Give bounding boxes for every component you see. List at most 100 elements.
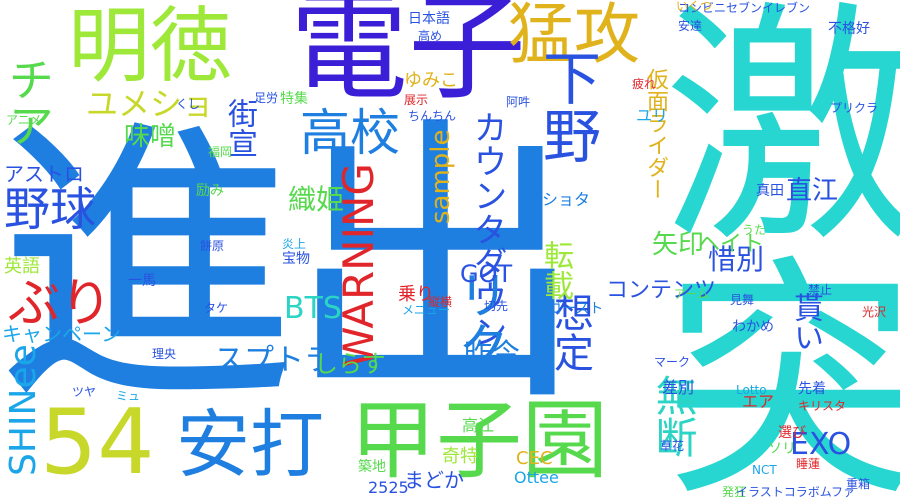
word-norii: 乗り — [398, 284, 434, 305]
word-anime: アニメ — [6, 113, 42, 127]
word-kinshi: 禁止 — [808, 283, 833, 297]
word-tsuya: ツヤ — [72, 385, 97, 399]
word-yajirushi: 矢印 — [652, 230, 705, 260]
word-takame: 高め — [418, 29, 443, 43]
word-kiristo: キリスタ — [798, 399, 847, 413]
word-shinkou: 進出 — [0, 93, 586, 442]
word-madoka: まどか — [404, 468, 464, 492]
word-meitoku: 明徳 — [68, 0, 233, 94]
word-fukuoka: 福岡 — [208, 145, 233, 159]
word-mudan: 無断 — [649, 374, 698, 458]
word-anda: 安打 — [176, 402, 324, 488]
word-warning: WARNING — [334, 163, 383, 368]
word-menyuu: メニュー — [402, 303, 451, 317]
word-n54: 54 — [40, 390, 155, 495]
word-mu: ミュ — [116, 389, 141, 403]
word-ichiba: 一馬 — [128, 273, 156, 289]
word-heito: ヘイト — [698, 232, 765, 257]
word-shinee: SHINee — [3, 344, 44, 476]
word-shota: ショタ — [542, 190, 591, 209]
word-sekibetsu: 惜別 — [708, 243, 765, 276]
word-take: タケ — [204, 301, 229, 315]
word-sakkon: 昨今 — [464, 337, 521, 370]
word-sori: ソリ — [768, 441, 796, 457]
word-ikutsu: いくつ — [676, 0, 713, 13]
word-kamen: 仮面ライダー — [643, 68, 668, 200]
word-enjou: 炎上 — [282, 237, 307, 251]
word-nihongo: 日本語 — [408, 11, 450, 27]
word-anshin: 安達 — [678, 19, 703, 33]
word-countdown: カウンタダウン — [467, 110, 507, 348]
word-tenji: 展示 — [404, 93, 429, 107]
word-sakigake: 先着 — [798, 381, 826, 397]
word-riku: リク — [448, 268, 508, 372]
word-koushien: 甲子園 — [350, 391, 608, 491]
word-ashi: 足労 — [254, 91, 279, 105]
word-miso: 味噌 — [124, 122, 177, 152]
word-kusabana: 草花 — [660, 439, 685, 453]
word-tsukare: 疲れ — [632, 77, 657, 91]
word-bts: BTS — [284, 291, 342, 326]
word-contents: コンテンツ — [606, 278, 717, 303]
word-chia: チア — [1, 56, 55, 148]
word-koushi: 光沢 — [862, 305, 887, 319]
word-wakame: わかめ — [732, 319, 774, 335]
word-kiseki: 奇特 — [442, 446, 478, 467]
word-exo: EXO — [790, 427, 852, 462]
word-rio: 理央 — [152, 347, 177, 361]
word-konbini: コンビニセブンイレブン — [678, 1, 811, 15]
word-tokushuu: 特集 — [280, 91, 308, 107]
word-purikura: プリクラ — [830, 101, 879, 115]
word-houmotsu: 宝物 — [282, 251, 310, 267]
word-shimo-no: 下野 — [533, 48, 601, 164]
word-n2525: 2525 — [368, 478, 409, 497]
word-tensai: 転載 — [538, 240, 573, 300]
word-yumesho: ユメショ — [86, 85, 215, 123]
word-denshi: 電子 — [290, 0, 527, 116]
word-mana: 真田 — [756, 183, 784, 199]
word-mochi: 餅原 — [200, 239, 225, 253]
word-hakkou: 発狂 — [722, 485, 747, 499]
word-tsukiji: 築地 — [358, 459, 386, 475]
word-hagemi: 励み — [196, 183, 224, 199]
word-yuri: ユリ — [636, 106, 669, 125]
word-campaign: キャンペーン — [2, 322, 121, 346]
word-moukou: 猛攻 — [508, 0, 640, 73]
word-yakyuu: 野球 — [4, 182, 96, 236]
word-atsukai: 阿吽 — [506, 95, 531, 109]
word-ottee: Ottee — [514, 468, 559, 487]
word-kurashi: くし — [176, 97, 201, 111]
word-chinchin: ちんちん — [408, 109, 457, 123]
word-air: エア — [742, 392, 775, 411]
word-yumiko: ゆみこ — [404, 70, 458, 91]
word-burri: ぶり — [8, 274, 113, 334]
word-kirisaki: 切先 — [484, 299, 509, 313]
word-astro: アストロ — [4, 162, 84, 186]
word-sukuputora: スプトラ — [214, 343, 334, 378]
word-naoe: 直江 — [786, 176, 839, 206]
word-erabi: 選び — [778, 425, 806, 441]
word-souteii: 想定 — [547, 292, 593, 372]
word-jyukuoo: 縦横 — [428, 295, 453, 309]
word-mimai: 見舞 — [730, 293, 755, 307]
word-ghost: ゴースト — [548, 301, 604, 317]
word-nct: NCT — [752, 463, 777, 477]
word-eigo: 英語 — [4, 256, 40, 277]
word-morai: 貰い — [788, 292, 823, 352]
word-sample: sample — [426, 129, 456, 224]
word-lotto: Lotto — [736, 383, 767, 397]
word-mark: マーク — [654, 355, 691, 369]
word-kakou: 高校 — [300, 104, 400, 162]
word-uta: うた — [742, 223, 767, 237]
word-gekitotsu: 激突 — [619, 0, 900, 500]
word-arm: アーム — [674, 287, 709, 301]
word-irasuto: イラストコラボムファ — [736, 485, 856, 499]
word-fukakkou: 不格好 — [828, 21, 870, 37]
word-juubu: 重箱 — [846, 477, 871, 491]
word-sanka: 睡蓮 — [796, 457, 821, 471]
word-cec: CEC — [516, 448, 553, 469]
word-shirasu: しらす — [314, 350, 386, 378]
word-sabetsu: 差別 — [662, 378, 695, 397]
word-oribime: 織姫 — [288, 183, 345, 216]
